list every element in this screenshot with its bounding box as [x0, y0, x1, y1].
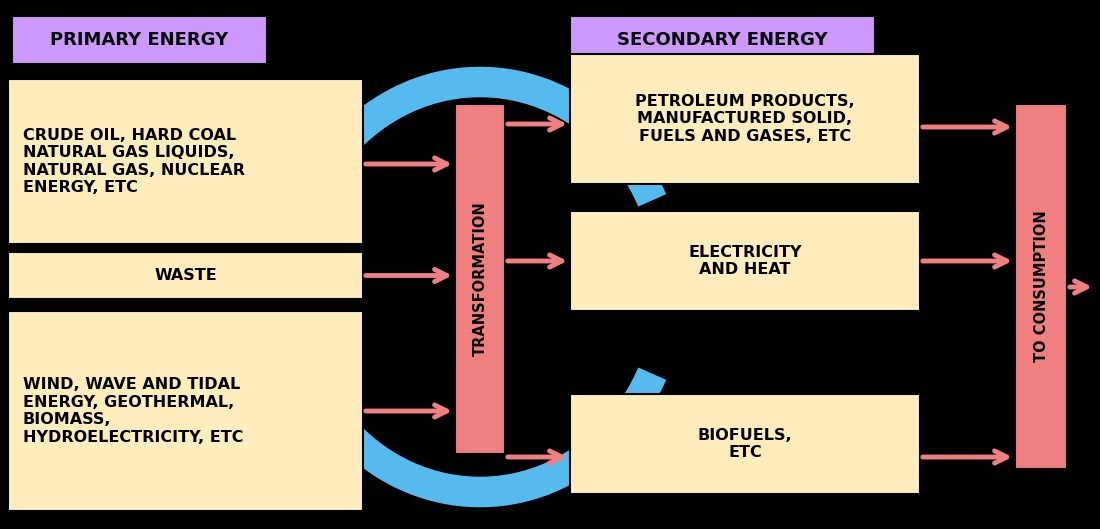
FancyBboxPatch shape [570, 211, 920, 311]
Text: PETROLEUM PRODUCTS,
MANUFACTURED SOLID,
FUELS AND GASES, ETC: PETROLEUM PRODUCTS, MANUFACTURED SOLID, … [635, 94, 855, 144]
FancyBboxPatch shape [570, 394, 920, 494]
FancyBboxPatch shape [455, 104, 505, 454]
Text: CRUDE OIL, HARD COAL
NATURAL GAS LIQUIDS,
NATURAL GAS, NUCLEAR
ENERGY, ETC: CRUDE OIL, HARD COAL NATURAL GAS LIQUIDS… [23, 128, 245, 195]
FancyBboxPatch shape [8, 79, 363, 244]
Text: TRANSFORMATION: TRANSFORMATION [473, 202, 487, 357]
FancyBboxPatch shape [570, 16, 875, 64]
Text: WIND, WAVE AND TIDAL
ENERGY, GEOTHERMAL,
BIOMASS,
HYDROELECTRICITY, ETC: WIND, WAVE AND TIDAL ENERGY, GEOTHERMAL,… [23, 377, 243, 444]
Text: WASTE: WASTE [154, 268, 217, 283]
FancyBboxPatch shape [12, 16, 267, 64]
FancyBboxPatch shape [8, 252, 363, 299]
FancyBboxPatch shape [1015, 104, 1067, 469]
Text: BIOFUELS,
ETC: BIOFUELS, ETC [697, 428, 792, 460]
Text: TO CONSUMPTION: TO CONSUMPTION [1034, 211, 1048, 362]
Text: PRIMARY ENERGY: PRIMARY ENERGY [51, 31, 229, 49]
FancyBboxPatch shape [570, 54, 920, 184]
FancyBboxPatch shape [8, 311, 363, 511]
Text: ELECTRICITY
AND HEAT: ELECTRICITY AND HEAT [689, 245, 802, 277]
Text: SECONDARY ENERGY: SECONDARY ENERGY [617, 31, 828, 49]
